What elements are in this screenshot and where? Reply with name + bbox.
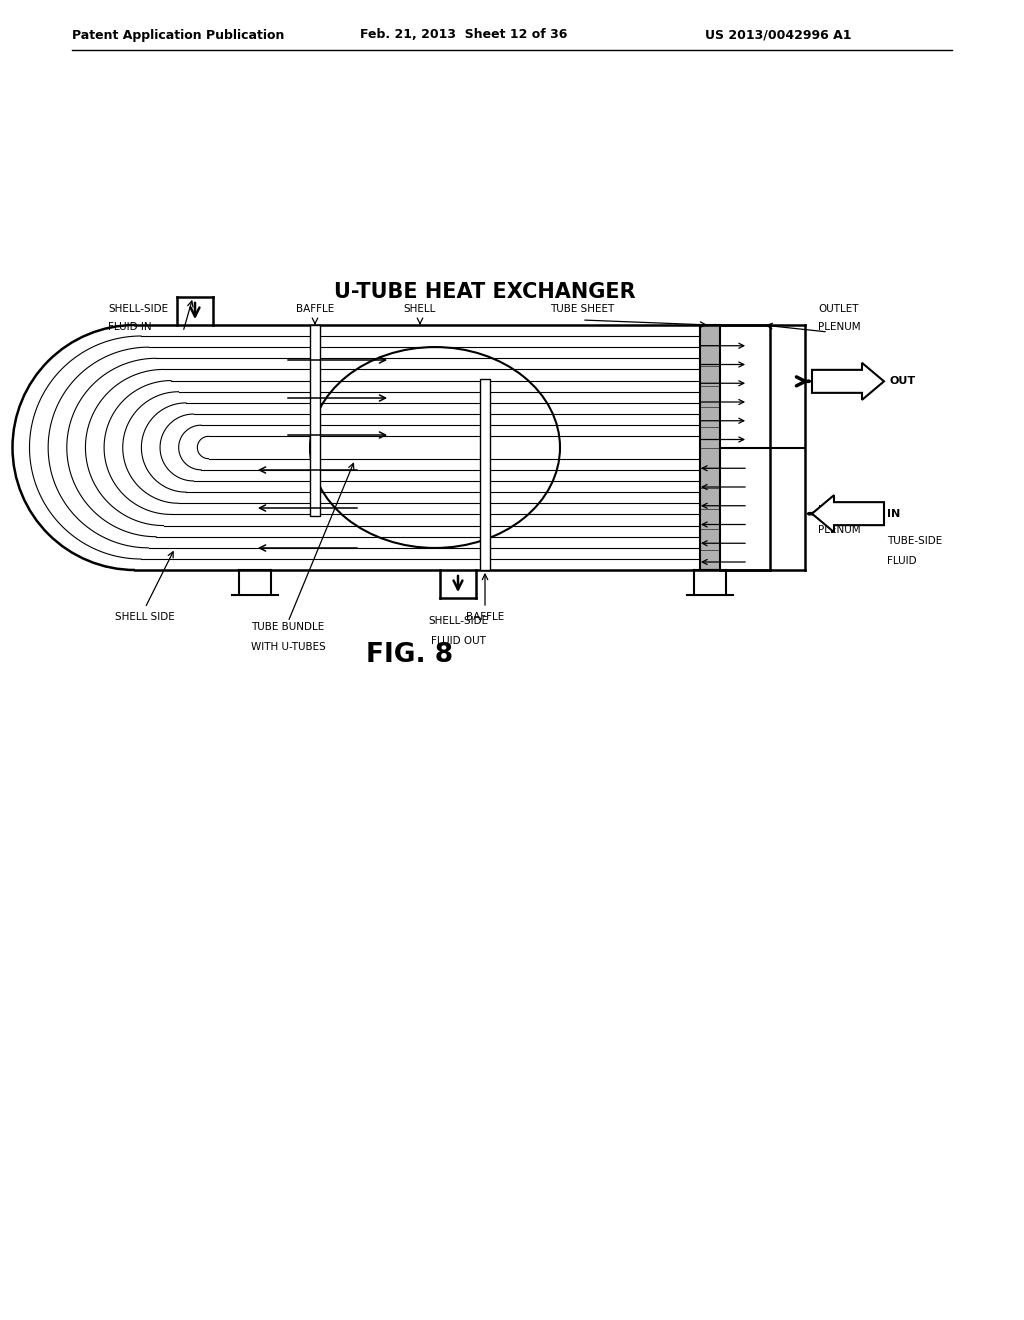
Text: OUT: OUT xyxy=(890,376,916,387)
Bar xyxy=(480,379,490,570)
Text: Patent Application Publication: Patent Application Publication xyxy=(72,29,285,41)
Text: SHELL SIDE: SHELL SIDE xyxy=(115,612,175,622)
FancyArrow shape xyxy=(812,363,884,400)
Text: PLENUM: PLENUM xyxy=(818,525,860,535)
Text: SHELL-SIDE: SHELL-SIDE xyxy=(428,616,488,626)
Text: TUBE BUNDLE: TUBE BUNDLE xyxy=(251,622,325,632)
Bar xyxy=(310,325,319,516)
Text: WITH U-TUBES: WITH U-TUBES xyxy=(251,642,326,652)
Text: SHELL: SHELL xyxy=(403,304,436,314)
FancyArrow shape xyxy=(812,495,884,532)
Text: FIG. 8: FIG. 8 xyxy=(367,642,454,668)
Text: OUTLET: OUTLET xyxy=(818,304,858,314)
Text: TUBE-SIDE: TUBE-SIDE xyxy=(887,536,942,545)
Text: BAFFLE: BAFFLE xyxy=(466,612,504,622)
Text: IN: IN xyxy=(887,508,900,519)
Text: SHELL-SIDE: SHELL-SIDE xyxy=(108,304,168,314)
Bar xyxy=(700,325,720,570)
Text: BAFFLE: BAFFLE xyxy=(296,304,334,314)
Text: PLENUM: PLENUM xyxy=(818,322,860,333)
Text: FLUID IN: FLUID IN xyxy=(108,322,152,333)
Text: FLUID OUT: FLUID OUT xyxy=(430,636,485,645)
Text: FLUID: FLUID xyxy=(887,556,916,566)
Text: TUBE SHEET: TUBE SHEET xyxy=(550,304,614,314)
Text: US 2013/0042996 A1: US 2013/0042996 A1 xyxy=(705,29,852,41)
Text: INLET: INLET xyxy=(818,506,847,515)
Text: Feb. 21, 2013  Sheet 12 of 36: Feb. 21, 2013 Sheet 12 of 36 xyxy=(360,29,567,41)
Text: U-TUBE HEAT EXCHANGER: U-TUBE HEAT EXCHANGER xyxy=(334,282,636,302)
